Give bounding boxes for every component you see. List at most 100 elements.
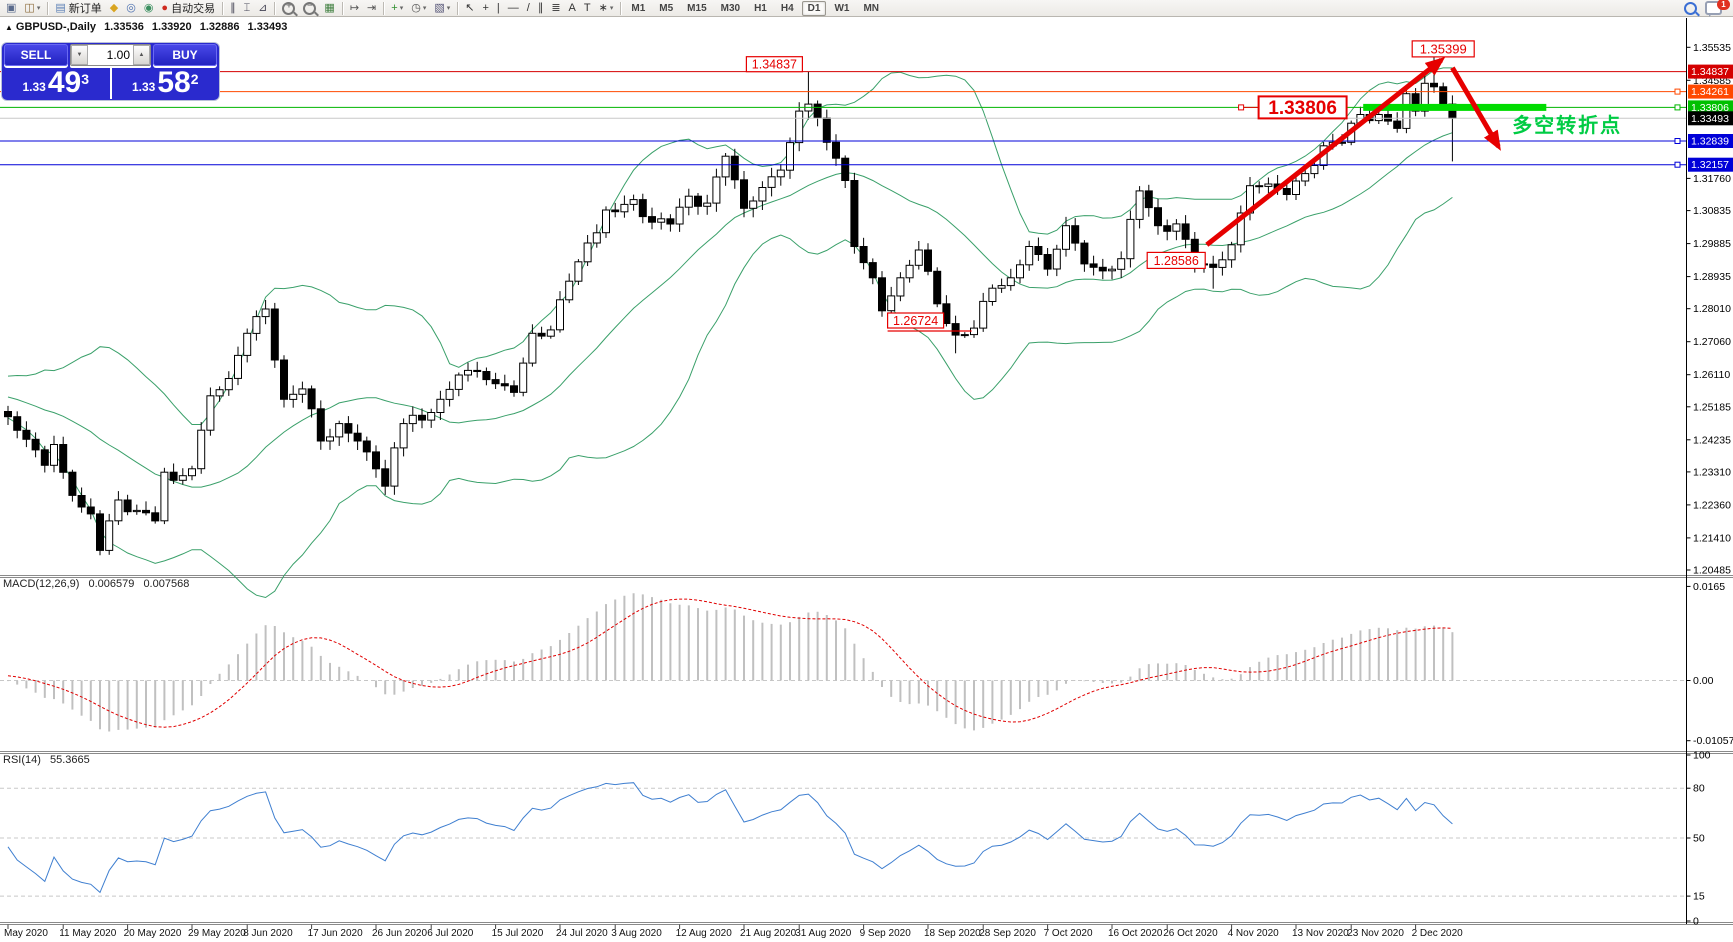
zoom-in-button[interactable]: + <box>279 1 298 16</box>
svg-text:31 Aug 2020: 31 Aug 2020 <box>795 928 852 939</box>
toolbar-separator <box>457 1 459 15</box>
trend-arrow-up[interactable] <box>1205 56 1446 247</box>
svg-text:11 May 2020: 11 May 2020 <box>59 928 117 939</box>
annotation-1.28586[interactable]: 1.28586 <box>1146 251 1206 269</box>
hline-handle[interactable] <box>1674 88 1681 95</box>
svg-text:1.26724: 1.26724 <box>893 314 938 328</box>
indicators-icon: + <box>391 1 398 14</box>
new-order-button[interactable]: ▤ 新订单 <box>52 1 104 16</box>
buy-price[interactable]: 1.33 58 2 <box>112 67 220 99</box>
sell-price[interactable]: 1.33 49 3 <box>2 67 112 99</box>
volume-down-button[interactable]: ▼ <box>71 45 88 65</box>
vertical-line-button[interactable]: | <box>494 1 503 16</box>
hline-handle[interactable] <box>1674 104 1681 111</box>
timeframe-d1-button[interactable]: D1 <box>801 0 827 16</box>
timeframe-m1-button[interactable]: M1 <box>631 2 646 14</box>
zoom-out-button[interactable]: − <box>300 1 319 16</box>
svg-text:1.25185: 1.25185 <box>1693 401 1731 413</box>
symbol-header: ▲ GBPUSD-,Daily 1.33536 1.33920 1.32886 1… <box>5 21 292 33</box>
buy-price-prefix: 1.33 <box>131 80 156 94</box>
svg-text:1.28935: 1.28935 <box>1693 271 1731 283</box>
price-badge <box>1688 134 1733 148</box>
experts-button[interactable]: ◎ <box>123 1 139 16</box>
annotation-1.35399[interactable]: 1.35399 <box>1411 40 1475 58</box>
cursor-icon: ↖ <box>465 1 475 14</box>
svg-text:May 2020: May 2020 <box>4 928 48 939</box>
chart-candles-button[interactable]: ⌶ <box>241 1 254 16</box>
annotation-1.34837[interactable]: 1.34837 <box>745 56 804 73</box>
volume-up-button[interactable]: ▲ <box>133 45 150 65</box>
autotrading-button[interactable]: ● 自动交易 <box>158 1 218 16</box>
price-badge <box>1688 100 1733 115</box>
svg-text:1.24235: 1.24235 <box>1693 434 1731 446</box>
indicators-button[interactable]: + ▾ <box>388 1 406 16</box>
svg-text:1.29885: 1.29885 <box>1693 238 1731 250</box>
support-highlight-bar[interactable] <box>1363 103 1547 111</box>
cn-note-text[interactable]: 多空转折点 <box>1512 113 1622 137</box>
chart-shift-button[interactable]: ⇥ <box>364 1 379 16</box>
hline-handle[interactable] <box>1674 161 1681 168</box>
tile-windows-button[interactable]: ▦ <box>321 1 337 16</box>
chart-canvas[interactable]: 1.355351.345851.317601.308351.298851.289… <box>0 18 1733 942</box>
svg-text:7 Oct 2020: 7 Oct 2020 <box>1044 928 1093 939</box>
chart-line-button[interactable]: ⊿ <box>255 1 270 16</box>
timeframe-h4-button[interactable]: H4 <box>780 2 794 14</box>
date-axis[interactable]: May 2020 11 May 2020 20 May 2020 29 May 202… <box>4 924 1463 940</box>
text-label-button[interactable]: T <box>581 1 594 16</box>
price-badge-text: 1.34837 <box>1691 66 1729 78</box>
templates-button[interactable]: ▧ ▾ <box>431 1 453 16</box>
trendline-button[interactable]: / <box>524 1 533 16</box>
buy-button[interactable]: BUY <box>153 44 217 66</box>
search-button[interactable] <box>1681 1 1700 16</box>
timeframe-w1-button[interactable]: W1 <box>834 2 850 14</box>
profiles-button[interactable]: ◫ ▾ <box>21 1 43 16</box>
toolbar-separator <box>620 1 622 15</box>
notifications-button[interactable]: 1 <box>1702 0 1730 16</box>
cursor-button[interactable]: ↖ <box>462 1 477 16</box>
hline-handle[interactable] <box>1674 138 1681 144</box>
toolbar-separator <box>222 1 224 15</box>
new-chart-button[interactable]: ▣ <box>3 1 19 16</box>
svg-text:23 Nov 2020: 23 Nov 2020 <box>1347 928 1404 939</box>
chevron-down-icon: ▾ <box>36 5 41 12</box>
auto-scroll-button[interactable]: ↦ <box>347 1 362 16</box>
arrows-button[interactable]: ∗ ▾ <box>596 1 617 16</box>
chart-bars-icon: ∥ <box>230 1 236 14</box>
channel-button[interactable]: ∥ <box>535 1 547 16</box>
signals-button[interactable]: ◉ <box>141 1 157 16</box>
timeframe-h1-button[interactable]: H1 <box>754 2 767 14</box>
sell-price-big: 49 <box>47 66 82 99</box>
periods-button[interactable]: ◷ ▾ <box>408 1 429 16</box>
annotation-1.26724[interactable]: 1.26724 <box>886 312 972 332</box>
horizontal-line-button[interactable]: — <box>505 1 522 16</box>
sell-button[interactable]: SELL <box>4 44 68 66</box>
toolbar-separator <box>341 1 343 15</box>
fibonacci-button[interactable]: ≣ <box>548 1 563 16</box>
chart-bars-button[interactable]: ∥ <box>227 1 239 16</box>
volume-input[interactable] <box>88 45 133 65</box>
svg-text:1.26110: 1.26110 <box>1693 369 1730 381</box>
text-button[interactable]: A <box>566 1 579 16</box>
auto-scroll-icon: ↦ <box>349 1 360 14</box>
timeframe-mn-button[interactable]: MN <box>863 2 880 14</box>
chevron-down-icon: ▾ <box>399 5 404 12</box>
svg-text:0: 0 <box>1693 916 1699 928</box>
svg-text:15: 15 <box>1693 891 1705 903</box>
arrows-icon: ∗ <box>598 1 608 14</box>
timeframe-m15-button[interactable]: M15 <box>687 2 707 14</box>
collapse-triangle-icon[interactable]: ▲ <box>5 23 13 32</box>
market-depth-button[interactable]: ◆ <box>107 1 121 16</box>
svg-text:6 Jul 2020: 6 Jul 2020 <box>427 928 474 939</box>
trend-arrow-down[interactable] <box>1450 66 1501 151</box>
toolbar: ▣ ◫ ▾ ▤ 新订单 ◆ ◎ ◉ ● 自动交易 ∥ ⌶ ⊿ + − ▦ ↦ ⇥ + ▾ ◷ ▾ ▧ ▾ ↖ + | — / ∥ ≣ A T ∗ ▾… <box>0 0 1733 17</box>
crosshair-button[interactable]: + <box>479 1 491 16</box>
timeframe-m5-button[interactable]: M5 <box>659 2 674 14</box>
price-badge <box>1688 64 1733 79</box>
price-axis[interactable]: 1.355351.345851.317601.308351.298851.289… <box>1686 42 1733 928</box>
svg-text:13 Nov 2020: 13 Nov 2020 <box>1292 928 1349 939</box>
timeframe-m30-button[interactable]: M30 <box>720 2 741 14</box>
svg-text:1.21410: 1.21410 <box>1693 532 1731 544</box>
tile-windows-icon: ▦ <box>324 1 335 14</box>
annotation-1.33806[interactable]: 1.33806 <box>1238 95 1348 120</box>
